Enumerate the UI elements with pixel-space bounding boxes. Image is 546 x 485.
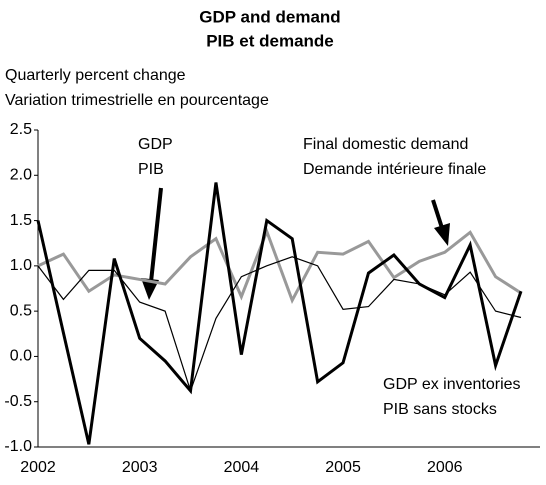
series-line xyxy=(36,182,523,445)
arrow xyxy=(431,199,444,229)
y-tick-label: -1.0 xyxy=(4,438,32,455)
y-label: Quarterly percent change xyxy=(5,67,186,84)
y-tick-label: 0.0 xyxy=(10,348,32,365)
y-label: Variation trimestrielle en pourcentage xyxy=(5,92,269,109)
x-tick-label: 2003 xyxy=(122,459,158,476)
y-tick-label: 0.5 xyxy=(10,302,32,319)
arrow-head xyxy=(434,223,450,246)
y-tick-label: 1.5 xyxy=(10,212,32,229)
arrow xyxy=(149,187,163,283)
annotation: PIB xyxy=(138,161,164,178)
y-tick-label: 2.0 xyxy=(10,167,32,184)
x-tick-label: 2004 xyxy=(224,459,260,476)
annotation: Demande intérieure finale xyxy=(303,161,486,178)
x-tick-label: 2005 xyxy=(325,459,361,476)
y-tick-label: 2.5 xyxy=(10,121,32,138)
chart-subtitle: PIB et demande xyxy=(206,31,334,50)
y-tick-label: 1.0 xyxy=(10,257,32,274)
annotation: Final domestic demand xyxy=(303,136,468,153)
x-tick-label: 2002 xyxy=(20,459,56,476)
x-tick-label: 2006 xyxy=(427,459,463,476)
chart-title: GDP and demand xyxy=(199,7,340,26)
y-tick-label: -0.5 xyxy=(4,393,32,410)
annotation: PIB sans stocks xyxy=(383,401,497,418)
annotation: GDP ex inventories xyxy=(383,376,521,393)
annotation: GDP xyxy=(138,136,173,153)
